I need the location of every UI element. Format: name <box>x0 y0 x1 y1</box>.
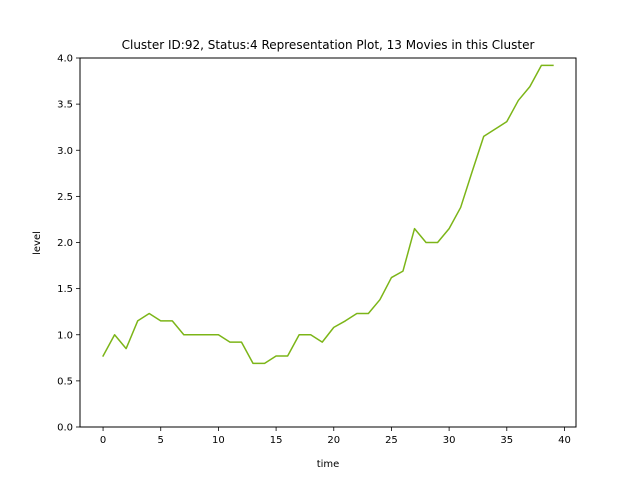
y-tick-label: 1.0 <box>57 330 73 341</box>
x-tick-label: 35 <box>500 435 513 446</box>
y-tick-label: 3.5 <box>57 100 73 111</box>
y-tick-label: 3.0 <box>57 146 73 157</box>
x-tick-label: 40 <box>558 435 571 446</box>
y-tick-label: 1.5 <box>57 284 73 295</box>
axes: 0 5 10 15 20 25 30 35 40 0.0 0.5 1.0 1.5 2.0 2.5 3.0 3.5… <box>57 54 577 446</box>
y-tick-label: 4.0 <box>57 54 73 65</box>
x-tick-label: 0 <box>100 435 106 446</box>
x-tick-label: 10 <box>212 435 225 446</box>
y-tick-label: 2.5 <box>57 192 73 203</box>
y-axis-label: level <box>32 231 43 255</box>
chart-title: Cluster ID:92, Status:4 Representation P… <box>122 38 535 52</box>
y-tick-label: 0.0 <box>57 423 73 434</box>
y-tick-label: 0.5 <box>57 376 73 387</box>
x-tick-label: 25 <box>385 435 398 446</box>
x-tick-label: 20 <box>327 435 340 446</box>
x-tick-label: 30 <box>443 435 456 446</box>
plot-area <box>102 64 554 365</box>
x-tick-label: 5 <box>158 435 164 446</box>
x-axis-label: time <box>317 459 340 470</box>
series-line-0 <box>102 64 554 365</box>
y-tick-label: 2.0 <box>57 238 73 249</box>
x-tick-label: 15 <box>270 435 283 446</box>
